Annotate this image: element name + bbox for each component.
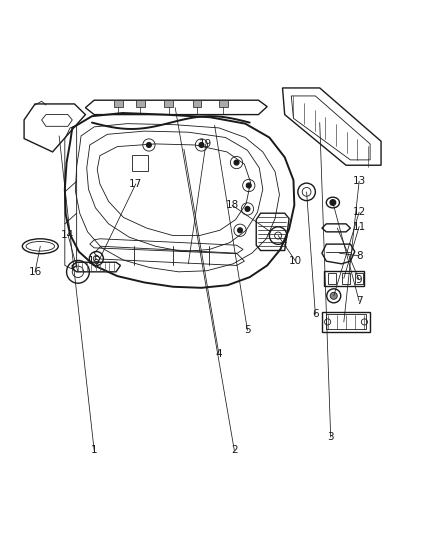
Circle shape bbox=[246, 182, 252, 189]
Bar bbox=[132, 155, 148, 171]
Circle shape bbox=[237, 227, 243, 233]
Text: 15: 15 bbox=[88, 256, 101, 266]
Text: 18: 18 bbox=[226, 200, 239, 210]
Text: 5: 5 bbox=[244, 326, 251, 335]
Bar bbox=[193, 100, 201, 107]
Text: 11: 11 bbox=[353, 222, 366, 231]
Circle shape bbox=[233, 159, 240, 166]
Bar bbox=[342, 273, 350, 284]
Bar bbox=[355, 273, 363, 284]
Text: 4: 4 bbox=[215, 350, 223, 359]
Text: 1: 1 bbox=[91, 446, 98, 455]
Circle shape bbox=[330, 292, 337, 300]
Text: 17: 17 bbox=[129, 179, 142, 189]
Text: 12: 12 bbox=[353, 207, 366, 217]
Circle shape bbox=[329, 199, 336, 206]
Bar bbox=[328, 273, 336, 284]
Text: 14: 14 bbox=[61, 230, 74, 239]
Circle shape bbox=[244, 206, 251, 212]
Circle shape bbox=[146, 142, 152, 148]
Text: 10: 10 bbox=[289, 256, 302, 266]
Bar bbox=[164, 100, 173, 107]
Text: 6: 6 bbox=[312, 310, 319, 319]
Text: 2: 2 bbox=[231, 446, 238, 455]
Text: 16: 16 bbox=[28, 267, 42, 277]
Bar bbox=[322, 312, 370, 332]
Text: 9: 9 bbox=[356, 275, 363, 285]
Bar bbox=[326, 314, 366, 329]
Text: 19: 19 bbox=[199, 139, 212, 149]
Bar bbox=[324, 271, 364, 286]
Bar bbox=[114, 100, 123, 107]
Bar bbox=[219, 100, 228, 107]
Text: 8: 8 bbox=[356, 251, 363, 261]
Text: 7: 7 bbox=[356, 296, 363, 306]
Bar bbox=[136, 100, 145, 107]
Text: 13: 13 bbox=[353, 176, 366, 186]
Text: 3: 3 bbox=[327, 432, 334, 442]
Circle shape bbox=[198, 142, 205, 148]
